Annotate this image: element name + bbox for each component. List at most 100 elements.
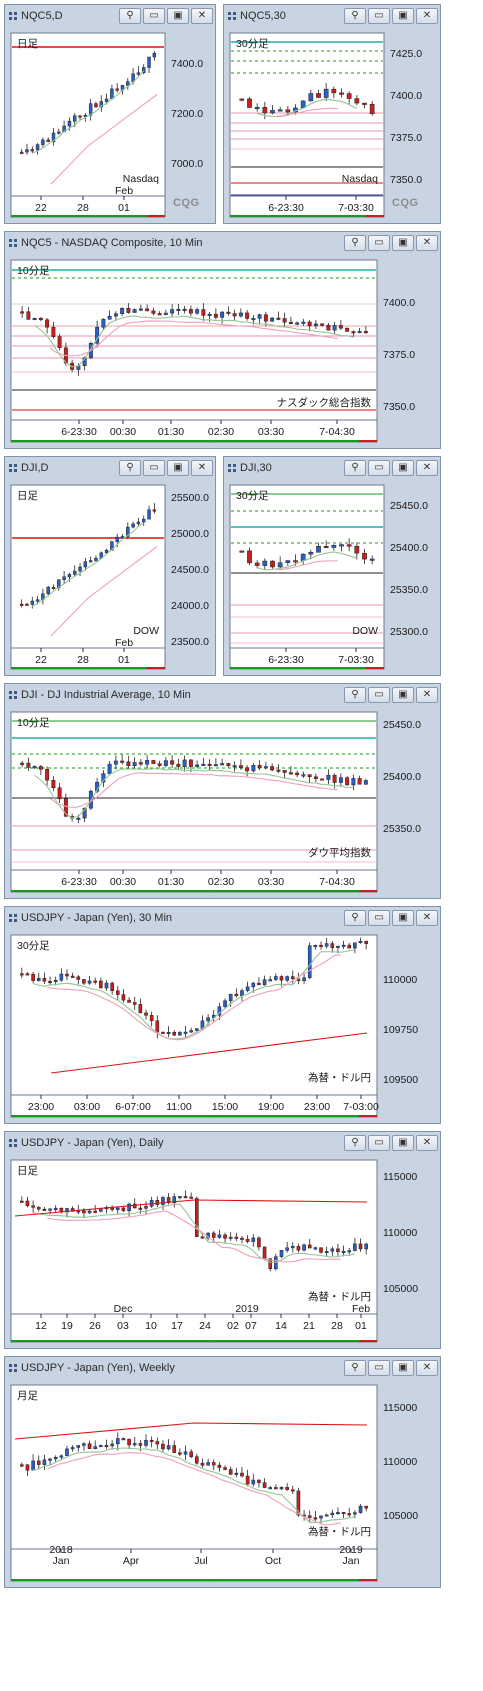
x-tick-label: 7-04:30 (319, 876, 355, 888)
chart-area[interactable]: 30分足 DOW 25450.0 25400.0 25350.0 25300.0 6-23:… (224, 479, 440, 675)
window-nqc5-daily[interactable]: NQC5,D ⚲ ▭ ▣ ✕ 日足 Nasdaq 7400.0 7200.0 7000.0 22 28… (4, 4, 216, 224)
candle (65, 1208, 69, 1213)
x-tick-label: 03:30 (258, 426, 284, 438)
minimize-button[interactable]: ▭ (368, 235, 390, 251)
pin-icon[interactable]: ⚲ (344, 460, 366, 476)
minimize-button[interactable]: ▭ (368, 460, 390, 476)
restore-button[interactable]: ▣ (167, 8, 189, 24)
close-button[interactable]: ✕ (416, 687, 438, 703)
minimize-button[interactable]: ▭ (368, 910, 390, 926)
pin-icon[interactable]: ⚲ (344, 910, 366, 926)
candle (277, 109, 283, 112)
timeframe-label: 30分足 (236, 38, 269, 50)
candle (362, 102, 367, 105)
candle (126, 761, 131, 767)
restore-button[interactable]: ▣ (392, 687, 414, 703)
price-chart: 日足 DOW 25500.0 25000.0 24500.0 24000.0 23500.0… (10, 484, 209, 670)
candle (201, 309, 206, 316)
candle (101, 773, 106, 783)
title-bar[interactable]: USDJPY - Japan (Yen), Daily ⚲ ▭ ▣ ✕ (5, 1132, 440, 1154)
window-usdjpy-weekly[interactable]: USDJPY - Japan (Yen), Weekly ⚲ ▭ ▣ ✕ 月足 為替・ドル円… (4, 1356, 441, 1588)
candle (290, 1489, 295, 1492)
minimize-button[interactable]: ▭ (143, 8, 165, 24)
minimize-button[interactable]: ▭ (368, 1135, 390, 1151)
close-button[interactable]: ✕ (416, 910, 438, 926)
restore-button[interactable]: ▣ (392, 460, 414, 476)
close-button[interactable]: ✕ (416, 8, 438, 24)
candle (307, 1515, 312, 1518)
restore-button[interactable]: ▣ (392, 235, 414, 251)
title-bar[interactable]: DJI,30 ⚲ ▭ ▣ ✕ (224, 457, 440, 479)
chart-area[interactable]: 30分足 Nasdaq 7425.0 7400.0 7375.0 7350.0 6-23:3… (224, 27, 440, 223)
title-bar[interactable]: NQC5,30 ⚲ ▭ ▣ ✕ (224, 5, 440, 27)
close-button[interactable]: ✕ (416, 460, 438, 476)
title-bar[interactable]: DJI,D ⚲ ▭ ▣ ✕ (5, 457, 215, 479)
window-dji-10min[interactable]: DJI - DJ Industrial Average, 10 Min ⚲ ▭ ▣ ✕ 1… (4, 683, 441, 899)
restore-button[interactable]: ▣ (392, 8, 414, 24)
candle (357, 778, 362, 785)
restore-button[interactable]: ▣ (392, 1135, 414, 1151)
candle (155, 1200, 160, 1205)
minimize-button[interactable]: ▭ (368, 1360, 390, 1376)
candle (70, 975, 75, 978)
window-usdjpy-30min[interactable]: USDJPY - Japan (Yen), 30 Min ⚲ ▭ ▣ ✕ 30分足 為替・ド… (4, 906, 441, 1124)
candle (132, 1203, 137, 1209)
window-dji-daily[interactable]: DJI,D ⚲ ▭ ▣ ✕ 日足 DOW 25500.0 25000.0 24500.0 24000… (4, 456, 216, 676)
restore-button[interactable]: ▣ (167, 460, 189, 476)
close-button[interactable]: ✕ (191, 460, 213, 476)
close-button[interactable]: ✕ (416, 1135, 438, 1151)
moving-average-line (50, 1032, 368, 1074)
window-dji-30min[interactable]: DJI,30 ⚲ ▭ ▣ ✕ 30分足 DOW 25450.0 25400.0 25350.0 25… (223, 456, 441, 676)
window-nqc5-30min[interactable]: NQC5,30 ⚲ ▭ ▣ ✕ 30分足 Nasdaq 7425.0 7400.0 7375.0 7… (223, 4, 441, 224)
close-button[interactable]: ✕ (416, 1360, 438, 1376)
title-bar[interactable]: USDJPY - Japan (Yen), 30 Min ⚲ ▭ ▣ ✕ (5, 907, 440, 929)
chart-area[interactable]: 日足 為替・ドル円 115000 110000 105000 12 19 26 03 10 17 24… (5, 1154, 440, 1348)
close-button[interactable]: ✕ (191, 8, 213, 24)
chart-area[interactable]: 日足 DOW 25500.0 25000.0 24500.0 24000.0 23500.0… (5, 479, 215, 675)
candle (276, 769, 281, 772)
close-button[interactable]: ✕ (416, 235, 438, 251)
candle (223, 1000, 227, 1007)
candle (41, 139, 45, 145)
title-bar[interactable]: NQC5,D ⚲ ▭ ▣ ✕ (5, 5, 215, 27)
candle (32, 766, 37, 769)
chart-area[interactable]: 月足 為替・ドル円 115000 110000 105000 Jan Apr Jul Oct Ja… (5, 1379, 440, 1587)
chart-area[interactable]: 30分足 為替・ドル円 110000 109750 109500 23:00 03:00 6-… (5, 929, 440, 1123)
x-tick-label: 23:00 (28, 1101, 54, 1113)
minimize-button[interactable]: ▭ (143, 460, 165, 476)
pin-icon[interactable]: ⚲ (344, 8, 366, 24)
minimize-button[interactable]: ▭ (368, 8, 390, 24)
pin-icon[interactable]: ⚲ (344, 687, 366, 703)
pin-icon[interactable]: ⚲ (344, 235, 366, 251)
restore-button[interactable]: ▣ (392, 1360, 414, 1376)
y-tick-label: 25350.0 (390, 584, 428, 596)
candle (226, 763, 231, 767)
candle (182, 308, 187, 311)
window-usdjpy-daily[interactable]: USDJPY - Japan (Yen), Daily ⚲ ▭ ▣ ✕ 日足 為替・ドル円 1… (4, 1131, 441, 1349)
x-tick-label: Apr (123, 1555, 140, 1567)
candle (42, 1208, 47, 1211)
chart-area[interactable]: 10分足 ナスダック総合指数 7400.0 7375.0 7350.0 6-23:30 00… (5, 254, 440, 448)
chart-area[interactable]: 日足 Nasdaq 7400.0 7200.0 7000.0 22 28 01 Feb CQG (5, 27, 215, 223)
pin-icon[interactable]: ⚲ (344, 1135, 366, 1151)
minimize-button[interactable]: ▭ (368, 687, 390, 703)
candle (48, 980, 52, 983)
candle (82, 979, 86, 984)
candle (113, 313, 118, 317)
candle (183, 1031, 188, 1034)
candle (31, 1205, 35, 1208)
pin-icon[interactable]: ⚲ (119, 460, 141, 476)
chart-area[interactable]: 10分足 ダウ平均指数 25450.0 25400.0 25350.0 6-23:30 00… (5, 706, 440, 898)
window-nqc5-10min[interactable]: NQC5 - NASDAQ Composite, 10 Min ⚲ ▭ ▣ ✕ 10分足ナ… (4, 231, 441, 449)
window-grip-icon (9, 239, 17, 247)
pin-icon[interactable]: ⚲ (344, 1360, 366, 1376)
x-tick-label: 01 (118, 202, 130, 214)
pin-icon[interactable]: ⚲ (119, 8, 141, 24)
moving-average-line (276, 560, 338, 571)
restore-button[interactable]: ▣ (392, 910, 414, 926)
candle (263, 314, 268, 322)
title-bar[interactable]: DJI - DJ Industrial Average, 10 Min ⚲ ▭ ▣ ✕ (5, 684, 440, 706)
title-bar[interactable]: NQC5 - NASDAQ Composite, 10 Min ⚲ ▭ ▣ ✕ (5, 232, 440, 254)
title-bar[interactable]: USDJPY - Japan (Yen), Weekly ⚲ ▭ ▣ ✕ (5, 1357, 440, 1379)
